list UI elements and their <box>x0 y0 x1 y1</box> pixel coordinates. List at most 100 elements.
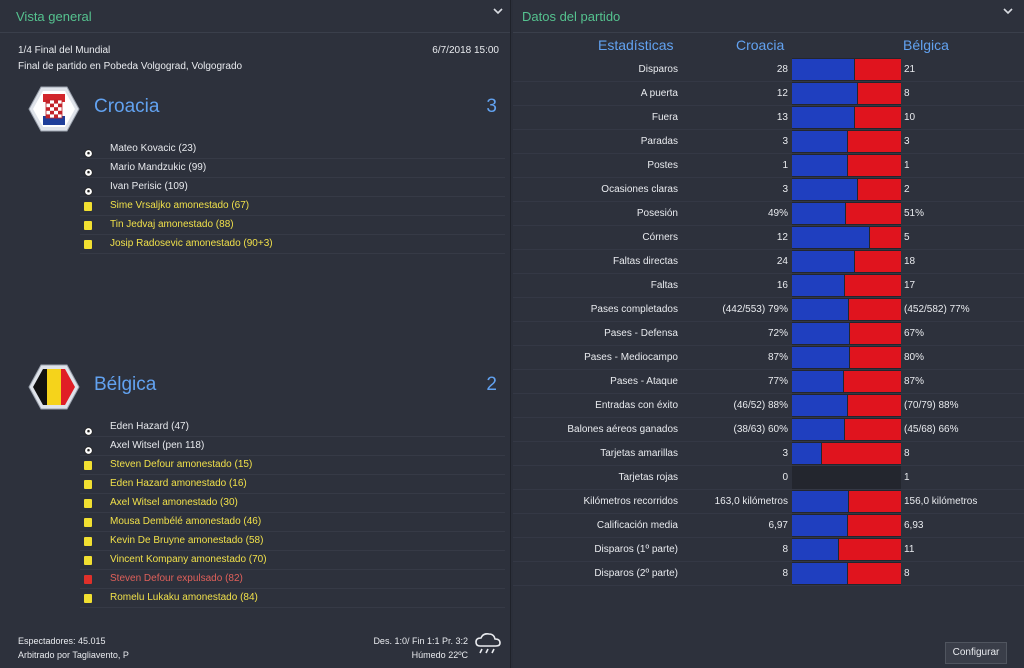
stat-row: Córners 12 5 <box>513 226 1024 250</box>
stat-row: Entradas con éxito (46/52) 88% (70/79) 88% <box>513 394 1024 418</box>
stat-home-value: 72% <box>767 328 788 339</box>
home-share-bar <box>792 563 847 584</box>
event-row: Romelu Lukaku amonestado (84) <box>80 589 505 608</box>
event-text[interactable]: Mousa Dembélé amonestado (46) <box>110 516 262 527</box>
stat-comparison-bar <box>792 250 901 273</box>
stat-home-value: 87% <box>767 352 788 363</box>
stat-away-value: 2 <box>904 184 910 195</box>
event-text[interactable]: Tin Jedvaj amonestado (88) <box>110 219 234 230</box>
stats-column-header[interactable]: Estadísticas <box>598 37 674 53</box>
home-share-bar <box>792 371 843 392</box>
event-text[interactable]: Axel Witsel amonestado (30) <box>110 497 238 508</box>
home-team-name[interactable]: Croacia <box>94 96 160 117</box>
event-row: Sime Vrsaljko amonestado (67) <box>80 197 505 216</box>
yellow-card-icon <box>84 461 92 470</box>
home-share-bar <box>792 419 844 440</box>
event-text[interactable]: Mario Mandzukic (99) <box>110 162 207 173</box>
stat-label: A puerta <box>640 88 678 99</box>
stat-home-value: 12 <box>776 232 788 243</box>
home-share-bar <box>792 59 854 80</box>
away-share-bar <box>844 371 901 392</box>
stat-comparison-bar <box>792 394 901 417</box>
yellow-card-icon <box>84 537 92 546</box>
stat-away-value: 8 <box>904 448 910 459</box>
chevron-down-icon[interactable] <box>492 4 504 20</box>
home-share-bar <box>792 347 849 368</box>
stat-comparison-bar <box>792 178 901 201</box>
rain-cloud-icon <box>474 632 502 656</box>
home-share-bar <box>792 107 854 128</box>
yellow-card-icon <box>84 518 92 527</box>
ball-icon <box>84 145 93 158</box>
away-share-bar <box>849 491 901 512</box>
stat-home-value: 13 <box>776 112 788 123</box>
away-share-bar <box>855 107 901 128</box>
stat-home-value: 77% <box>767 376 788 387</box>
event-text[interactable]: Mateo Kovacic (23) <box>110 143 197 154</box>
yellow-card-icon <box>84 499 92 508</box>
stat-home-value: 8 <box>782 568 788 579</box>
stat-comparison-bar <box>792 322 901 345</box>
stat-away-value: (452/582) 77% <box>904 304 970 315</box>
stat-away-value: 1 <box>904 160 910 171</box>
away-share-bar <box>822 443 901 464</box>
stat-label: Faltas directas <box>612 256 678 267</box>
away-share-bar <box>858 83 901 104</box>
stat-label: Fuera <box>651 112 678 123</box>
stat-comparison-bar <box>792 130 901 153</box>
stat-label: Kilómetros recorridos <box>583 496 678 507</box>
event-text[interactable]: Ivan Perisic (109) <box>110 181 188 192</box>
stat-away-value: 8 <box>904 568 910 579</box>
event-text[interactable]: Eden Hazard (47) <box>110 421 189 432</box>
stat-comparison-bar <box>792 274 901 297</box>
stat-home-value: 49% <box>767 208 788 219</box>
event-text[interactable]: Eden Hazard amonestado (16) <box>110 478 247 489</box>
yellow-card-icon <box>84 594 92 603</box>
stat-home-value: (442/553) 79% <box>722 304 788 315</box>
stat-row: Pases - Defensa 72% 67% <box>513 322 1024 346</box>
stats-table: Disparos 28 21 A puerta 12 8 Fuera 13 10 Paradas 3… <box>513 58 1024 586</box>
overview-title: Vista general <box>16 9 92 24</box>
home-team-score: 3 <box>486 96 497 117</box>
home-share-bar <box>792 491 848 512</box>
event-text[interactable]: Vincent Kompany amonestado (70) <box>110 554 267 565</box>
home-column-header[interactable]: Croacia <box>736 37 785 53</box>
away-share-bar <box>848 131 901 152</box>
home-team-row: Croacia 3 <box>0 86 511 132</box>
event-text[interactable]: Sime Vrsaljko amonestado (67) <box>110 200 250 211</box>
home-share-bar <box>792 155 847 176</box>
away-share-bar <box>850 323 901 344</box>
away-column-header[interactable]: Bélgica <box>903 37 949 53</box>
stat-away-value: 87% <box>904 376 925 387</box>
overview-panel: Vista general 1/4 Final del Mundial 6/7/… <box>0 0 511 668</box>
event-text[interactable]: Josip Radosevic amonestado (90+3) <box>110 238 273 249</box>
event-row: Eden Hazard (47) <box>80 418 505 437</box>
event-text[interactable]: Kevin De Bruyne amonestado (58) <box>110 535 264 546</box>
home-events-list: Mateo Kovacic (23) Mario Mandzukic (99) Iv… <box>80 140 505 254</box>
event-text[interactable]: Axel Witsel (pen 118) <box>110 440 205 451</box>
match-stats-header: Datos del partido <box>513 0 1024 33</box>
stat-away-value: (70/79) 88% <box>904 400 959 411</box>
away-share-bar <box>848 563 901 584</box>
stat-row: Faltas 16 17 <box>513 274 1024 298</box>
chevron-down-icon[interactable] <box>1002 4 1014 20</box>
event-text[interactable]: Steven Defour expulsado (82) <box>110 573 243 584</box>
stat-away-value: 8 <box>904 88 910 99</box>
configure-button[interactable]: Configurar <box>945 642 1007 664</box>
stat-comparison-bar <box>792 202 901 225</box>
event-text[interactable]: Romelu Lukaku amonestado (84) <box>110 592 258 603</box>
away-team-name[interactable]: Bélgica <box>94 374 157 395</box>
stat-label: Pases completados <box>590 304 678 315</box>
away-share-bar <box>848 155 901 176</box>
away-share-bar <box>870 227 901 248</box>
stat-home-value: 163,0 kilómetros <box>714 496 788 507</box>
event-row: Axel Witsel amonestado (30) <box>80 494 505 513</box>
stat-away-value: 80% <box>904 352 925 363</box>
stat-row: Pases - Mediocampo 87% 80% <box>513 346 1024 370</box>
stat-row: Pases - Ataque 77% 87% <box>513 370 1024 394</box>
away-team-row: Bélgica 2 <box>0 364 511 410</box>
home-share-bar <box>792 299 848 320</box>
overview-header: Vista general <box>0 0 510 33</box>
event-text[interactable]: Steven Defour amonestado (15) <box>110 459 253 470</box>
stat-comparison-bar <box>792 538 901 561</box>
